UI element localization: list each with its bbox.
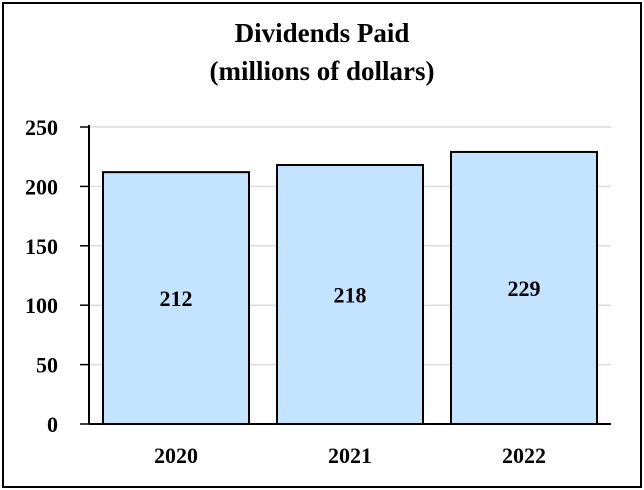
bar-value-label: 212 (160, 286, 193, 311)
bar-2021 (276, 164, 424, 426)
y-tick-label: 150 (25, 234, 58, 259)
y-tick-label: 0 (47, 412, 58, 437)
x-axis-labels: 2020 2021 2022 (154, 443, 546, 468)
y-tick-label: 200 (25, 174, 58, 199)
y-axis-ticks: 0 50 100 150 200 250 (25, 115, 89, 437)
bars: 212 218 229 (102, 150, 598, 426)
bar-value-label: 229 (508, 276, 541, 301)
chart-title-line-1: Dividends Paid (235, 18, 410, 48)
x-category-label: 2021 (328, 443, 372, 468)
y-tick-label: 50 (36, 353, 58, 378)
y-tick-label: 100 (25, 293, 58, 318)
x-category-label: 2022 (502, 443, 546, 468)
x-category-label: 2020 (154, 443, 198, 468)
bar-value-label: 218 (334, 283, 367, 308)
chart-title-line-2: (millions of dollars) (209, 56, 434, 86)
bar-2020 (102, 171, 250, 425)
axes (88, 125, 611, 425)
bar-2022 (450, 150, 598, 425)
y-tick-label: 250 (25, 115, 58, 140)
